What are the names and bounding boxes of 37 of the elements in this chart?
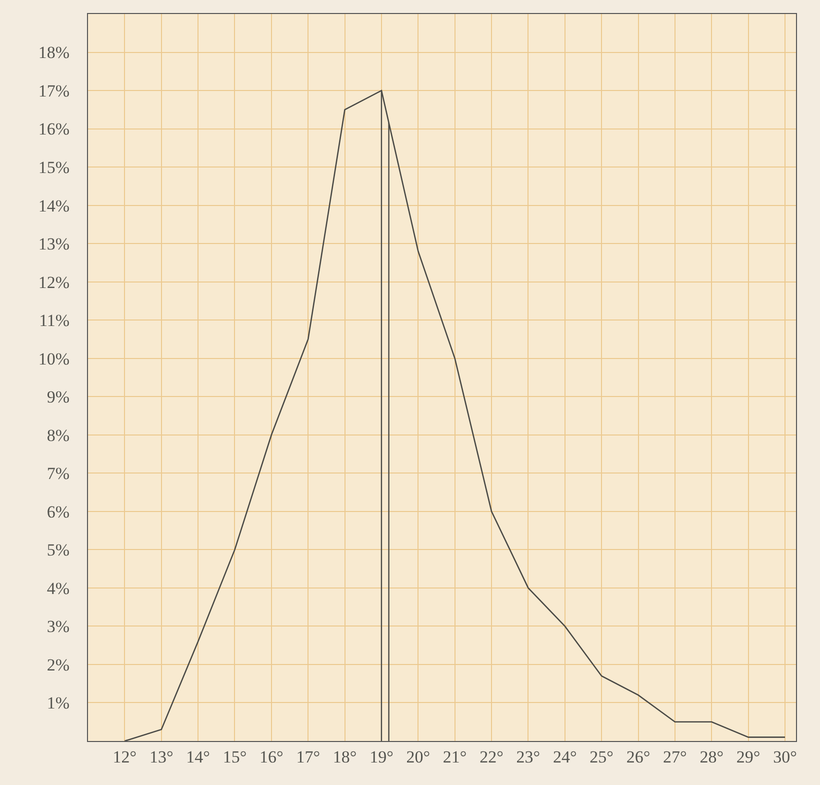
x-tick-label: 20° <box>406 747 430 766</box>
y-tick-label: 3% <box>46 617 70 636</box>
x-tick-label: 14° <box>186 747 210 766</box>
x-tick-label: 30° <box>773 747 797 766</box>
x-tick-label: 28° <box>700 747 724 766</box>
y-tick-label: 11% <box>39 311 70 330</box>
y-tick-label: 2% <box>46 655 70 674</box>
y-tick-label: 10% <box>38 349 70 368</box>
y-tick-label: 14% <box>38 196 70 216</box>
x-tick-label: 23° <box>516 747 540 766</box>
y-tick-label: 6% <box>46 502 70 522</box>
x-tick-label: 26° <box>626 747 650 766</box>
y-tick-label: 16% <box>38 120 70 139</box>
x-tick-label: 29° <box>736 747 760 766</box>
x-tick-label: 21° <box>442 747 467 766</box>
x-tick-label: 13° <box>149 747 174 766</box>
x-tick-label: 22° <box>480 747 504 766</box>
x-tick-label: 27° <box>663 747 687 766</box>
y-tick-label: 18% <box>38 43 70 62</box>
y-tick-label: 5% <box>46 540 70 560</box>
y-tick-label: 9% <box>46 388 70 407</box>
x-tick-label: 16° <box>260 747 284 766</box>
x-tick-label: 12° <box>112 747 137 766</box>
y-tick-label: 15% <box>38 158 70 177</box>
y-tick-label: 7% <box>46 464 70 484</box>
x-tick-label: 17° <box>296 747 320 766</box>
y-tick-label: 4% <box>46 578 70 598</box>
y-tick-label: 17% <box>38 81 70 100</box>
y-tick-label: 1% <box>46 694 70 713</box>
x-tick-label: 15° <box>222 747 247 766</box>
x-tick-label: 19° <box>370 747 394 766</box>
y-tick-label: 13% <box>38 234 70 254</box>
x-tick-label: 24° <box>552 747 577 766</box>
y-tick-label: 12% <box>38 272 70 292</box>
x-tick-label: 18° <box>332 747 357 766</box>
y-tick-label: 8% <box>46 426 70 445</box>
x-tick-label: 25° <box>590 747 614 766</box>
